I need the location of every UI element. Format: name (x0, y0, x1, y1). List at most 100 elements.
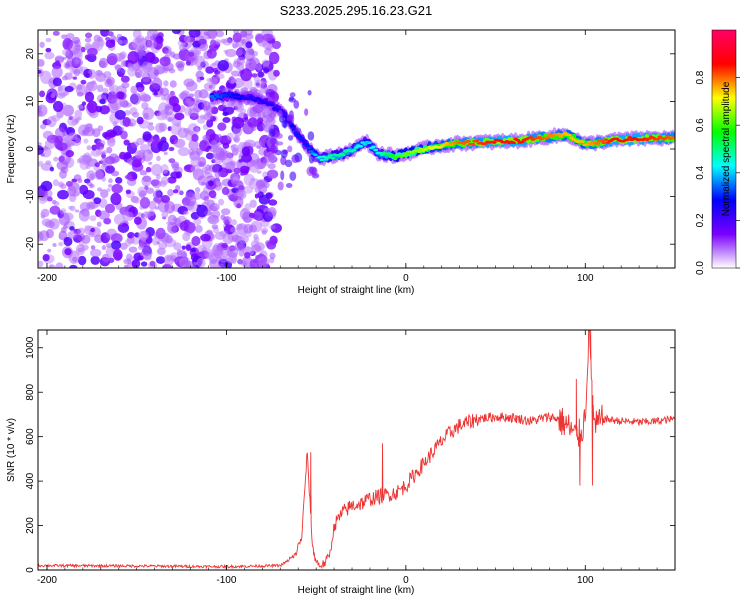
snr-xtick-label: 0 (403, 575, 409, 586)
spectrogram-noise-cell (220, 208, 231, 216)
spectrogram-noise-cell (62, 225, 68, 229)
spectrogram-fragment (304, 108, 309, 116)
spectrogram-noise-cell (253, 211, 263, 221)
spectrogram-noise-cell (268, 51, 280, 65)
spectrogram-noise-cell (153, 64, 166, 74)
snr-xtick-label: -100 (216, 575, 236, 586)
spectrogram-noise-cell (85, 72, 90, 78)
spectrogram-noise-cell (61, 34, 68, 39)
spectrogram-noise-cell (81, 208, 90, 217)
spectrogram-noise-cell (210, 39, 217, 47)
spectrogram-noise-cell (155, 256, 166, 264)
spectrogram-fragment (289, 92, 296, 98)
spectrogram-noise-cell (217, 263, 226, 268)
spectrogram-noise-cell (139, 251, 145, 257)
spectrogram-noise-cell (228, 248, 233, 253)
spectrogram-noise-cell (120, 127, 125, 132)
spectrogram-noise-cell (45, 160, 52, 165)
spectrogram-ridge-cell (465, 140, 471, 143)
spectrogram-noise-cell (133, 216, 142, 225)
snr-ytick-label: 400 (25, 472, 36, 489)
spectrogram-noise-cell (261, 121, 268, 128)
spectrogram-noise-cell (211, 244, 223, 257)
spectrogram-noise-cell (102, 132, 109, 139)
spectrogram-noise-cell (38, 231, 44, 242)
spectrogram-noise-cell (194, 187, 201, 193)
snr-ytick-label: 600 (25, 428, 36, 445)
spectrogram-noise-cell (130, 141, 139, 148)
spectrogram-noise-cell (127, 61, 140, 72)
spectrogram-noise-cell (250, 240, 260, 249)
spectrogram-noise-cell (38, 104, 48, 117)
spectrogram-noise-cell (128, 122, 134, 127)
spectrogram-noise-cell (183, 210, 189, 215)
spectrogram-ridge-cell (580, 140, 585, 144)
spectrogram-fragment (285, 182, 293, 189)
spectrogram-noise-cell (103, 71, 112, 79)
spectrogram-ridge-cell (259, 99, 264, 103)
spectrogram-noise-cell (214, 171, 221, 179)
spectrogram-noise-cell (84, 225, 92, 232)
spectrogram-noise-cell (60, 208, 67, 215)
spectrogram-ridge-cell (360, 141, 366, 144)
spectrogram-noise-cell (219, 230, 228, 237)
spectrogram-noise-cell (199, 139, 210, 152)
spectrogram-noise-cell (230, 226, 237, 233)
spectrogram-noise-cell (271, 40, 282, 50)
spectrogram-noise-cell (267, 163, 276, 170)
spectrogram-noise-cell (65, 150, 74, 158)
spectrogram-noise-cell (139, 64, 149, 74)
spectrogram-ridge-cell (248, 95, 254, 98)
spectrogram-noise-cell (40, 211, 47, 217)
spectrogram-noise-cell (155, 122, 165, 133)
spectrogram-noise-cell (138, 242, 145, 248)
spectrogram-noise-cell (139, 193, 146, 199)
spectrogram-noise-cell (215, 133, 223, 142)
spectrogram-ridge-cell (401, 154, 407, 158)
spectrogram-noise-cell (211, 62, 216, 67)
spectrogram-noise-cell (187, 123, 199, 137)
spectrogram-noise-cell (142, 131, 152, 141)
spectrogram-ridge-cell (317, 155, 323, 159)
spectrogram-noise-cell (53, 156, 59, 162)
spectrogram-fragment (275, 133, 283, 139)
spectrogram-noise-cell (155, 198, 162, 205)
spectrogram-noise-cell (116, 91, 125, 100)
spectrogram-ridge-cell (625, 138, 631, 141)
spectrogram-noise-cell (164, 201, 175, 214)
spectrogram-noise-cell (266, 136, 279, 151)
spectrogram-ridge-cell (386, 152, 392, 156)
spectrogram-noise-cell (40, 70, 52, 85)
spectrogram-noise-cell (130, 85, 138, 94)
spectrogram-noise-cell (65, 180, 73, 187)
spectrogram-noise-cell (120, 75, 130, 83)
spectrogram-fragment (274, 149, 282, 156)
spectrogram-noise-cell (104, 78, 113, 88)
spectrogram-ridge-cell (474, 139, 480, 143)
spectrogram-noise-cell (90, 228, 95, 233)
spectrogram-fragment (290, 114, 295, 123)
spectrogram-noise-cell (237, 258, 243, 265)
spectrogram-noise-cell (197, 156, 207, 167)
spectrogram-noise-cell (73, 174, 82, 181)
spectrogram-noise-cell (53, 201, 60, 206)
spectrogram-noise-cell (201, 100, 211, 111)
spectrogram-noise-cell (104, 203, 116, 214)
spectrogram-noise-cell (248, 153, 260, 166)
spectrogram-noise-cell (64, 85, 74, 93)
spectrogram-noise-cell (123, 258, 132, 265)
spectrogram-noise-cell (241, 153, 253, 163)
spectrogram-ridge-cell (603, 138, 609, 142)
spectrogram-noise-cell (144, 52, 156, 63)
spectrogram-fragment (288, 97, 296, 103)
spectrogram-noise-cell (257, 117, 264, 124)
spectrogram-noise-cell (148, 209, 155, 217)
spectrogram-noise-cell (38, 145, 44, 156)
spectrogram-noise-cell (254, 193, 259, 199)
spectrogram-noise-cell (177, 63, 185, 72)
spectrogram-ridge-cell (211, 97, 217, 100)
spectrogram-noise-cell (55, 262, 64, 268)
spectrogram-noise-cell (55, 127, 66, 138)
spectrogram-noise-cell (160, 164, 169, 174)
spectrogram-ridge-cell (470, 142, 475, 146)
